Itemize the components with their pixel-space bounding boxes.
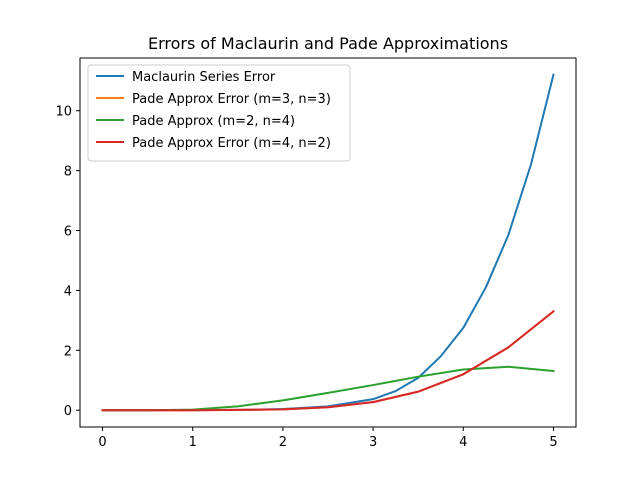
y-tick-label: 10 [55, 105, 72, 120]
y-tick-label: 6 [64, 225, 72, 240]
x-tick-label: 5 [549, 435, 557, 450]
y-tick-label: 2 [64, 344, 72, 359]
legend-label: Maclaurin Series Error [132, 70, 276, 85]
axes: 0 1 2 3 4 5 0 2 4 6 8 10 [55, 57, 577, 450]
y-tick-label: 8 [64, 165, 72, 180]
chart-title: Errors of Maclaurin and Pade Approximati… [148, 34, 508, 53]
plot-area [101, 73, 555, 412]
series-line-4 [101, 309, 555, 412]
legend-label: Pade Approx Error (m=3, n=3) [132, 92, 331, 107]
x-tick-label: 4 [459, 435, 467, 450]
y-tick-label: 0 [64, 404, 72, 419]
x-tick-label: 1 [189, 435, 197, 450]
axes-frame [79, 57, 577, 428]
y-tick-label: 4 [64, 284, 72, 299]
x-tick-label: 0 [98, 435, 106, 450]
x-tick-label: 2 [279, 435, 287, 450]
x-tick-label: 3 [369, 435, 377, 450]
legend-label: Pade Approx Error (m=4, n=2) [132, 136, 331, 151]
legend: Maclaurin Series Error Pade Approx Error … [87, 64, 351, 162]
series-line-3 [101, 365, 555, 412]
legend-box [87, 64, 351, 162]
legend-label: Pade Approx (m=2, n=4) [132, 114, 295, 129]
